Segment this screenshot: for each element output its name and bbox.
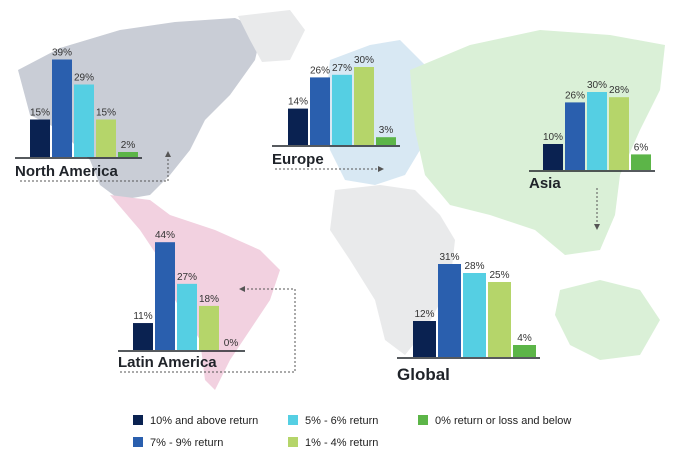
north-america-connector [20,155,169,182]
greenland-land [238,10,305,62]
north-america-chart: 15% 39% 29% 15% 2% North America [15,48,142,180]
global-title: Global [397,365,450,384]
asia-bar-1 [543,144,563,170]
asia-title: Asia [529,175,561,192]
europe-land [325,40,435,185]
africa-land [330,185,455,355]
europe-title: Europe [272,151,324,168]
north-america-value-label-3: 29% [74,73,94,84]
global-value-label-3: 28% [464,261,484,272]
north-america-value-label-1: 15% [30,108,50,119]
legend-swatch-3 [288,415,298,425]
europe-bar-4 [354,67,374,145]
global-bar-3 [463,273,486,357]
asia-value-label-3: 30% [587,80,607,91]
latin-america-value-label-1: 11% [133,311,152,322]
latin-america-title: Latin America [118,354,217,371]
north-america-bar-5 [118,152,138,157]
asia-value-label-1: 10% [543,132,563,143]
connector-arrowheads [165,151,600,292]
latin-america-value-label-5: 0% [224,338,239,349]
north-america-title: North America [15,163,118,180]
north-america-value-label-5: 2% [121,140,136,151]
global-bar-1 [413,321,436,357]
asia-value-label-4: 28% [609,85,629,96]
legend-swatch-2 [133,437,143,447]
legend-label-3: 5% - 6% return [305,415,378,427]
north-america-value-label-4: 15% [96,108,116,119]
europe-bar-5 [376,137,396,145]
north-america-bar-3 [74,84,94,157]
global-value-label-4: 25% [489,270,509,281]
europe-arrowhead [378,166,384,172]
global-bar-5 [513,345,536,357]
europe-value-label-5: 3% [379,125,394,136]
europe-value-label-3: 27% [332,63,352,74]
legend-swatch-1 [133,415,143,425]
europe-value-label-4: 30% [354,55,374,66]
asia-bar-5 [631,154,651,170]
asia-bar-3 [587,92,607,170]
legend-label-1: 10% and above return [150,415,258,427]
latin-america-bar-4 [199,305,219,350]
asia-arrowhead [594,224,600,230]
asia-chart: 10% 26%30% 28% 6% Asia [529,80,655,192]
legend-swatch-5 [418,415,428,425]
chart-legend: 10% and above return 7% - 9% return 5% - 6… [133,415,571,449]
europe-bar-3 [332,74,352,145]
asia-value-label-5: 6% [634,142,649,153]
europe-bar-1 [288,108,308,145]
europe-chart: 14% 26% 27%30% 3% Europe [272,55,400,168]
latin-america-bar-1 [133,323,153,350]
north-america-arrowhead [165,151,171,157]
latin-america-bar-3 [177,283,197,350]
north-america-value-label-2: 39% [52,48,72,59]
asia-bar-2 [565,102,585,170]
legend-label-2: 7% - 9% return [150,437,223,449]
north-america-bar-4 [96,119,116,157]
global-value-label-5: 4% [517,333,532,344]
latin-america-value-label-3: 27% [177,272,197,283]
latin-america-chart: 11% 44% 27%18% 0% Latin America [118,230,245,371]
global-chart: 12% 31% 28% 25% 4% Global [397,252,540,384]
connector-lines [20,155,598,373]
global-bar-4 [488,282,511,357]
north-america-land [18,18,262,200]
latin-america-value-label-4: 18% [199,294,219,305]
north-america-bar-1 [30,119,50,157]
asia-land [410,30,665,255]
legend-label-4: 1% - 4% return [305,437,378,449]
legend-label-5: 0% return or loss and below [435,415,571,427]
oceania-land [555,280,660,360]
global-bar-2 [438,264,461,357]
north-america-bar-2 [52,59,72,157]
latin-america-value-label-2: 44% [155,230,175,241]
global-value-label-1: 12% [414,309,434,320]
europe-bar-2 [310,77,330,145]
europe-value-label-1: 14% [288,97,308,108]
latin-america-connector [120,288,296,373]
europe-value-label-2: 26% [310,65,330,76]
latin-america-bar-2 [155,242,175,350]
legend-swatch-4 [288,437,298,447]
global-value-label-2: 31% [439,252,459,263]
asia-bar-4 [609,97,629,170]
asia-value-label-2: 26% [565,90,585,101]
latin-america-arrowhead [239,286,245,292]
